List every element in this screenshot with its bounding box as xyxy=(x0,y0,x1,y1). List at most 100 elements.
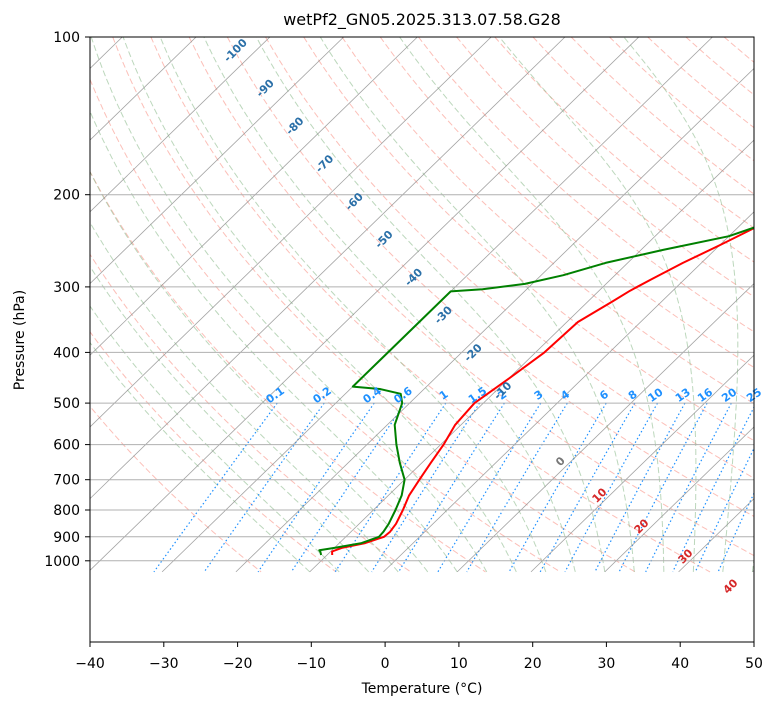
x-tick-label: 30 xyxy=(597,656,615,672)
mixing-ratio-line xyxy=(594,402,686,573)
dry-adiabat-label: -50 xyxy=(372,228,395,251)
dry-adiabat-label: -20 xyxy=(462,341,485,364)
mixing-ratio-label: 6 xyxy=(597,388,611,403)
x-tick-label: 50 xyxy=(745,656,763,672)
mixing-ratio-label: 3 xyxy=(532,388,546,403)
isotherm-line xyxy=(90,37,492,428)
dry-adiabat xyxy=(188,37,754,557)
mixing-ratio-label: 16 xyxy=(695,385,715,405)
dry-adiabat-label: -10 xyxy=(491,379,514,402)
mixing-ratio-line xyxy=(153,402,278,573)
dry-adiabat xyxy=(226,37,754,518)
dry-adiabat xyxy=(90,253,411,573)
x-tick-label: −20 xyxy=(223,656,253,672)
x-tick-label: −30 xyxy=(149,656,179,672)
moist-adiabat xyxy=(90,170,429,573)
isotherm-line xyxy=(90,37,640,571)
moist-adiabat xyxy=(90,37,488,573)
plot-frame xyxy=(89,36,755,643)
y-tick-label: 300 xyxy=(53,280,80,296)
moist-adiabat xyxy=(499,37,697,572)
y-tick-label: 900 xyxy=(53,530,80,546)
mixing-ratio-line xyxy=(437,402,542,573)
mixing-ratio-line xyxy=(257,402,375,573)
moist-adiabat xyxy=(751,556,754,572)
dry-adiabat xyxy=(609,37,754,162)
y-tick-label: 700 xyxy=(53,473,80,489)
mixing-ratio-label: 13 xyxy=(673,386,693,405)
mixing-ratio-line xyxy=(645,402,732,573)
dewpoint-line xyxy=(318,226,754,556)
isotherm-line xyxy=(90,37,566,500)
dry-adiabat xyxy=(418,37,754,333)
moist-adiabat xyxy=(90,265,370,573)
dry-adiabat xyxy=(494,37,754,263)
dry-adiabat xyxy=(723,37,754,63)
y-tick-label: 800 xyxy=(53,503,80,519)
moist-adiabat-label: 20 xyxy=(632,516,652,536)
y-tick-label: 600 xyxy=(53,438,80,454)
mixing-ratio-line xyxy=(398,402,505,573)
moist-adiabat xyxy=(122,37,517,573)
isotherm-line xyxy=(383,211,754,573)
dry-adiabat xyxy=(456,37,754,298)
dry-adiabat xyxy=(150,37,711,573)
isotherm-line xyxy=(530,354,754,573)
x-tick-label: −40 xyxy=(75,656,105,672)
dry-adiabat xyxy=(379,37,754,369)
dry-adiabat-label: -90 xyxy=(254,76,277,99)
moist-adiabat xyxy=(159,37,547,573)
moist-adiabat xyxy=(623,37,739,572)
mixing-ratio-line xyxy=(508,402,607,573)
background-grid xyxy=(90,37,775,573)
isotherm-line xyxy=(456,282,754,573)
moist-adiabat xyxy=(203,37,576,573)
mixing-ratio-line xyxy=(539,402,636,573)
y-tick-label: 500 xyxy=(53,396,80,412)
x-tick-label: 20 xyxy=(524,656,542,672)
moist-adiabat xyxy=(90,341,311,573)
x-axis-ticks: −40 −30 −20 −10 0 10 20 30 40 50 xyxy=(75,642,763,672)
mixing-ratio-line xyxy=(694,446,754,573)
dry-adiabat xyxy=(112,37,636,573)
dry-adiabat xyxy=(762,37,775,572)
moist-adiabat xyxy=(399,37,665,572)
sounding-profiles xyxy=(318,226,754,556)
y-tick-label: 1000 xyxy=(44,554,80,570)
dry-adiabat xyxy=(303,37,754,442)
isotherm-line xyxy=(604,426,754,573)
line-labels: 0.1 0.2 0.4 0.6 1 1.5 2 3 4 6 8 10 13 16 20 25-100-90-8… xyxy=(221,36,764,597)
dry-adiabat xyxy=(90,330,337,573)
dry-adiabat xyxy=(90,405,262,573)
x-tick-label: 0 xyxy=(381,656,390,672)
y-tick-label: 200 xyxy=(53,188,80,204)
moist-adiabat-label: 30 xyxy=(676,546,696,566)
x-axis-label: Temperature (°C) xyxy=(361,681,483,697)
moist-adiabat xyxy=(255,37,606,572)
mixing-ratio-line xyxy=(672,405,754,573)
y-axis-ticks: 1000 900 800 700 600 500 400 300 200 100 xyxy=(44,30,90,570)
moist-adiabat xyxy=(90,221,399,573)
chart-title: wetPf2_GN05.2025.313.07.58.G28 xyxy=(283,10,561,30)
dry-adiabat-label: -80 xyxy=(283,114,306,137)
temperature-line xyxy=(331,227,754,556)
dry-adiabat xyxy=(90,78,561,573)
mixing-ratio-label: 1 xyxy=(437,388,451,403)
isotherm-line xyxy=(90,37,197,141)
x-tick-label: 40 xyxy=(671,656,689,672)
mixing-ratio-line xyxy=(290,402,406,573)
mixing-ratio-line xyxy=(203,402,325,573)
mixing-ratio-line xyxy=(466,402,568,573)
isotherm-line xyxy=(90,37,418,356)
x-tick-label: 10 xyxy=(450,656,468,672)
dry-adiabat xyxy=(647,37,754,129)
y-axis-label: Pressure (hPa) xyxy=(12,290,28,390)
isotherm-line xyxy=(235,67,754,573)
dry-adiabat xyxy=(265,37,754,479)
mixing-ratio-label: 10 xyxy=(645,385,665,405)
mixing-ratio-line xyxy=(618,402,708,573)
dry-adiabat-label: -60 xyxy=(343,190,366,213)
moist-adiabat xyxy=(90,305,340,573)
mixing-ratio-line xyxy=(564,402,659,573)
